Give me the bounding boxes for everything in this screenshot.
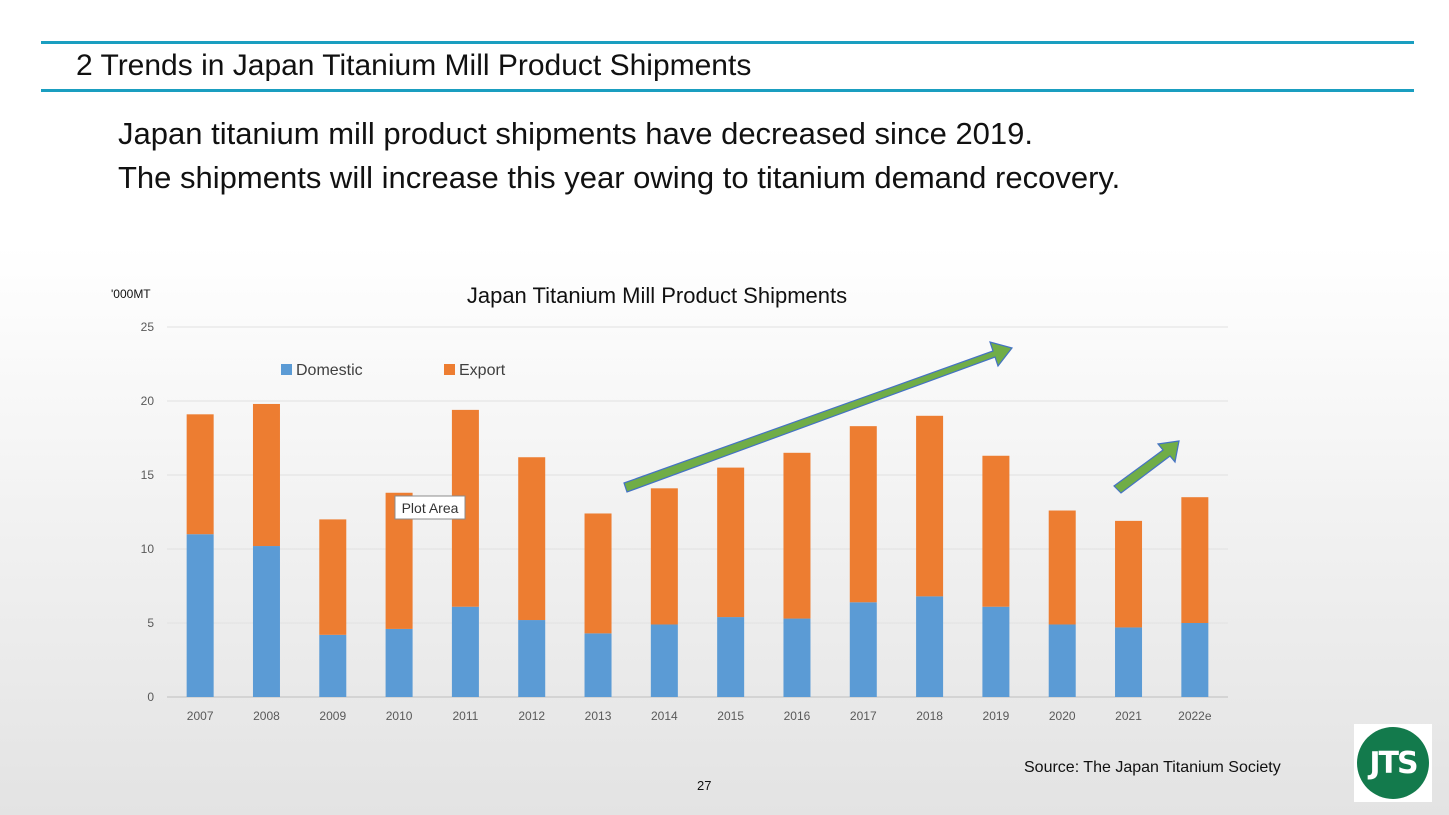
bar-export-2007 <box>186 414 214 535</box>
bar-domestic-2008 <box>252 546 280 697</box>
bar-domestic-2016 <box>783 618 811 697</box>
legend-label-export: Export <box>459 362 506 379</box>
y-tick-label: 25 <box>141 320 155 334</box>
bar-export-2008 <box>252 403 280 547</box>
body-line-1: Japan titanium mill product shipments ha… <box>118 116 1034 151</box>
bar-export-2012 <box>518 457 546 621</box>
bar-domestic-2013 <box>584 633 612 697</box>
bar-domestic-2019 <box>982 606 1010 697</box>
y-tick-label: 10 <box>141 542 155 556</box>
y-tick-label: 15 <box>141 468 155 482</box>
bar-export-2016 <box>783 452 811 619</box>
x-tick-label: 2021 <box>1115 709 1142 723</box>
bar-domestic-2012 <box>518 620 546 697</box>
x-tick-label: 2010 <box>386 709 413 723</box>
x-tick-label: 2014 <box>651 709 678 723</box>
bar-export-2017 <box>849 426 877 603</box>
x-tick-label: 2008 <box>253 709 280 723</box>
slide-title: 2 Trends in Japan Titanium Mill Product … <box>76 49 752 82</box>
x-tick-label: 2016 <box>784 709 811 723</box>
bar-export-2021 <box>1115 520 1143 628</box>
y-tick-label: 20 <box>141 394 155 408</box>
x-tick-labels: 2007 2008 2009 2010 2011 2012 2013 2014 2015 2016… <box>187 709 1212 723</box>
bar-domestic-2018 <box>916 596 944 697</box>
x-tick-label: 2009 <box>319 709 346 723</box>
bar-domestic-2017 <box>849 602 877 697</box>
x-tick-label: 2018 <box>916 709 943 723</box>
svg-text:JTS: JTS <box>1367 746 1417 781</box>
bar-export-2014 <box>650 488 678 625</box>
x-tick-label: 2017 <box>850 709 877 723</box>
bar-export-2018 <box>916 415 944 597</box>
chart-title: Japan Titanium Mill Product Shipments <box>467 283 847 308</box>
bar-export-2009 <box>319 519 347 635</box>
bar-export-2022e <box>1181 497 1209 623</box>
legend: Domestic Export <box>281 362 506 379</box>
recovery-arrow-up-icon <box>1113 440 1180 494</box>
bar-domestic-2022e <box>1181 623 1209 697</box>
title-rule-top <box>41 41 1414 44</box>
plot-area-tooltip-text: Plot Area <box>402 500 459 516</box>
legend-label-domestic: Domestic <box>296 362 363 379</box>
bar-domestic-2011 <box>451 606 479 697</box>
bar-domestic-2007 <box>186 534 214 697</box>
x-tick-label: 2015 <box>717 709 744 723</box>
bar-domestic-2014 <box>650 624 678 697</box>
bar-export-2020 <box>1048 510 1076 625</box>
bars <box>186 403 1209 697</box>
y-axis-unit-label: '000MT <box>111 287 151 301</box>
x-tick-label: 2011 <box>453 709 479 723</box>
bar-domestic-2020 <box>1048 624 1076 697</box>
y-tick-label: 5 <box>147 616 154 630</box>
bar-domestic-2010 <box>385 628 413 697</box>
bar-export-2013 <box>584 513 612 634</box>
trend-arrow-up-icon <box>623 341 1014 493</box>
bar-export-2015 <box>717 467 745 618</box>
x-tick-label: 2012 <box>518 709 545 723</box>
legend-swatch-export <box>444 364 455 375</box>
x-tick-label: 2007 <box>187 709 214 723</box>
y-tick-label: 0 <box>147 690 154 704</box>
x-tick-label: 2020 <box>1049 709 1076 723</box>
bar-export-2019 <box>982 455 1010 607</box>
plot-area-tooltip: Plot Area <box>394 495 466 520</box>
source-note: Source: The Japan Titanium Society <box>1024 759 1281 776</box>
page-number: 27 <box>697 778 712 793</box>
body-line-2: The shipments will increase this year ow… <box>118 160 1121 195</box>
x-tick-label: 2019 <box>983 709 1010 723</box>
bar-domestic-2015 <box>717 617 745 697</box>
y-tick-labels: 0 5 10 15 20 25 <box>141 320 155 704</box>
jts-logo-icon: JTS <box>1354 724 1432 802</box>
bar-domestic-2021 <box>1115 627 1143 697</box>
title-rule-bottom <box>41 89 1414 92</box>
x-tick-label: 2022e <box>1178 709 1212 723</box>
legend-swatch-domestic <box>281 364 292 375</box>
bar-domestic-2009 <box>319 634 347 697</box>
x-tick-label: 2013 <box>585 709 612 723</box>
